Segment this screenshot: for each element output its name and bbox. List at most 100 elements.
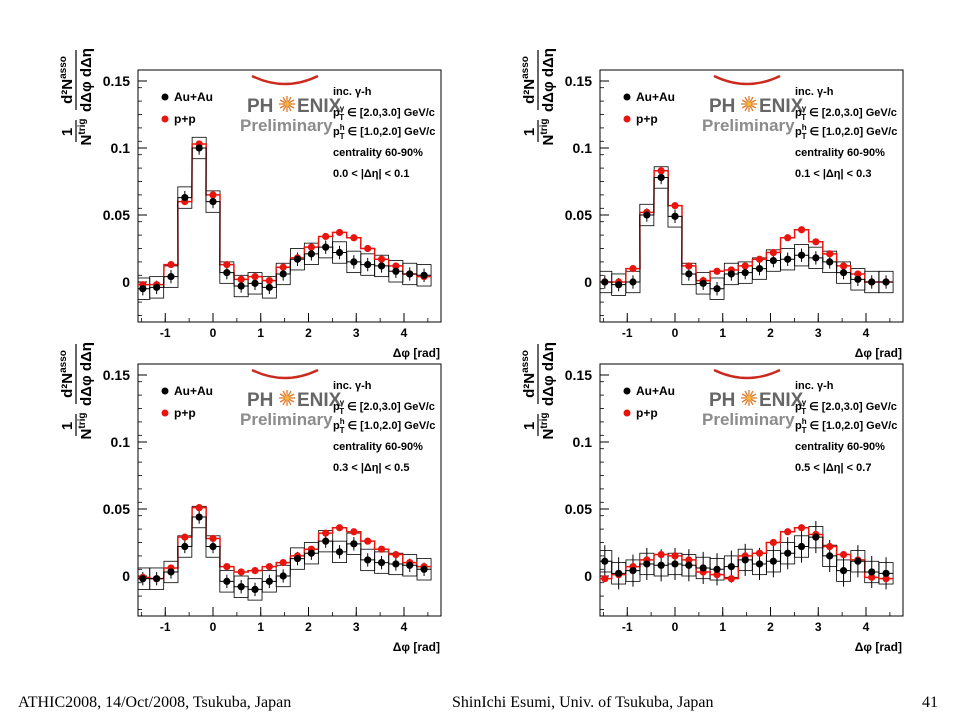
plot-frame [137, 69, 442, 323]
x-tick-label: 1 [719, 326, 726, 340]
y-tick-label: 0.15 [103, 73, 130, 89]
x-axis-label: Δφ [rad] [855, 640, 902, 654]
y-tick-label: 0 [122, 568, 130, 584]
auau-point [406, 270, 414, 278]
logo-star-core [746, 101, 752, 107]
auau-point [741, 556, 749, 564]
pp-point [392, 262, 400, 270]
auau-point [364, 260, 372, 269]
auau-point [181, 542, 189, 551]
x-tick-label: 1 [719, 620, 726, 634]
y-tick-label: 0.05 [103, 501, 130, 517]
logo-text-right: ENIX [759, 390, 804, 411]
pp-point [181, 533, 189, 541]
pp-point [209, 534, 217, 543]
legend-marker [161, 115, 169, 123]
logo-preliminary: Preliminary [702, 116, 795, 135]
pp-histogram [138, 506, 432, 580]
auau-point [657, 173, 665, 182]
logo-preliminary: Preliminary [240, 410, 333, 429]
y-tick-label: 0 [122, 274, 130, 290]
info-line-4: centrality 60-90% [333, 441, 423, 453]
y-label-den: dΔφ dΔη [78, 342, 95, 406]
auau-point [209, 198, 217, 206]
auau-point [265, 283, 273, 291]
plot-frame [599, 363, 904, 617]
auau-point [685, 561, 693, 569]
auau-point [797, 542, 806, 551]
auau-point [601, 557, 609, 565]
y-tick-label: 0.1 [111, 140, 131, 156]
pp-point [223, 260, 231, 269]
eta-range-label: 0.5 < |Δη| < 0.7 [795, 462, 871, 474]
auau-point [377, 262, 386, 270]
auau-point [671, 560, 679, 568]
pp-point [237, 568, 245, 576]
auau-point [335, 548, 344, 556]
auau-point [839, 269, 848, 277]
data-layer [600, 521, 894, 590]
auau-point [265, 577, 273, 585]
pp-point [392, 550, 400, 559]
auau-point [643, 560, 651, 568]
auau-point [797, 251, 806, 259]
auau-point [657, 561, 665, 569]
pp-point [685, 262, 693, 270]
y-tick-label: 0.1 [573, 434, 593, 450]
auau-point [279, 270, 287, 278]
pp-point [784, 528, 792, 536]
auau-point [839, 567, 848, 575]
x-tick-label: 2 [767, 326, 774, 340]
y-label-ntrig: Ntrig [77, 413, 95, 440]
auau-point [181, 193, 189, 202]
logo-text-right: ENIX [297, 390, 342, 411]
auau-point [237, 583, 245, 591]
x-tick-label: 2 [767, 620, 774, 634]
auau-point [615, 281, 623, 289]
legend-marker [161, 387, 169, 395]
y-label-d2n: d²Nasso [520, 56, 538, 104]
pp-point [657, 167, 665, 175]
auau-point [406, 561, 414, 569]
auau-point [826, 552, 834, 560]
eta-range-label: 0.1 < |Δη| < 0.3 [795, 168, 871, 180]
x-tick-label: -1 [622, 326, 633, 340]
chart-panel-4: 00.050.10.15-1 0 1 2 3 4Δφ [rad]1Ntrigd²Nasso… [520, 342, 904, 654]
y-tick-label: 0.05 [565, 207, 592, 223]
auau-point [699, 564, 707, 572]
auau-point [209, 542, 217, 551]
logo-preliminary: Preliminary [702, 410, 795, 429]
auau-point [251, 279, 259, 287]
auau-point [826, 258, 834, 266]
legend-label: Au+Au [174, 90, 213, 104]
pp-point [713, 571, 721, 579]
x-tick-label: 3 [353, 326, 360, 340]
legend-marker [623, 93, 631, 101]
pp-point [237, 275, 245, 283]
auau-point [615, 569, 623, 577]
legend-label: p+p [174, 406, 196, 420]
auau-point [643, 211, 651, 219]
y-tick-label: 0.15 [565, 367, 592, 383]
pp-point [195, 504, 203, 512]
pp-point [279, 263, 287, 271]
info-line-3: ph T ∈ [1.0,2.0] GeV/c [795, 417, 897, 435]
y-tick-label: 0.1 [111, 434, 131, 450]
pp-point [671, 202, 679, 210]
info-line-1: inc. γ-h [795, 86, 834, 98]
info-block: inc. γ-h pγ T ∈ [2.0,3.0] GeV/cph T ∈ [1.0,2.… [333, 380, 435, 474]
logo-swoosh [251, 74, 319, 86]
auau-point [812, 533, 820, 541]
legend-marker [161, 93, 169, 101]
info-block: inc. γ-h pγ T ∈ [2.0,3.0] GeV/cph T ∈ [1.0,2.… [795, 380, 897, 474]
auau-point [223, 269, 231, 277]
logo-text-left: PH [709, 390, 735, 411]
pp-point [377, 545, 386, 553]
auau-point [392, 267, 400, 275]
